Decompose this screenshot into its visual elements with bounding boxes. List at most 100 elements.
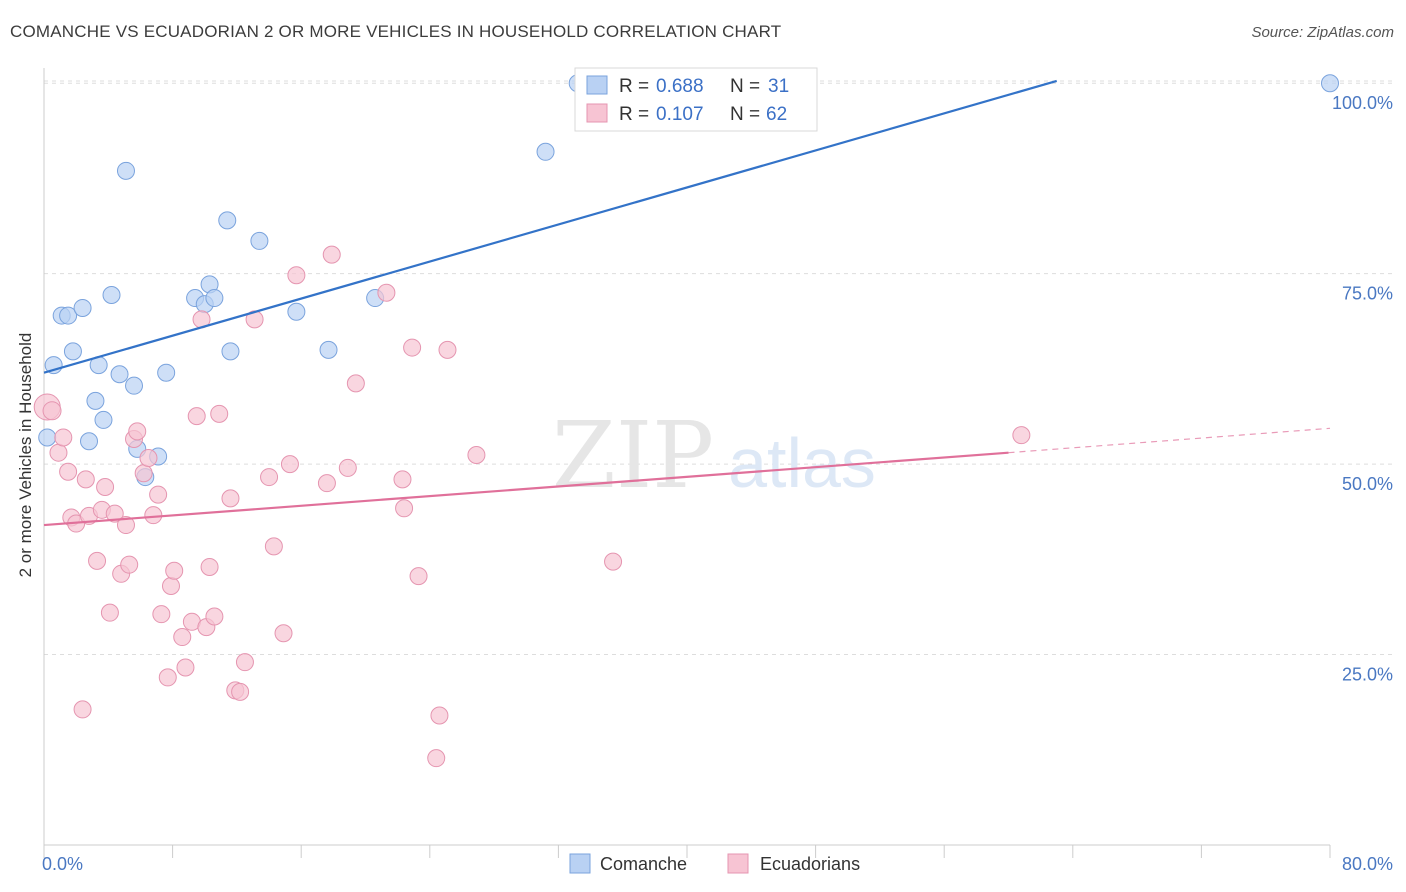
ecuadorian-point — [409, 567, 428, 586]
ecuadorian-point — [280, 455, 299, 474]
points-layer — [33, 74, 1339, 768]
ecuadorian-point — [120, 555, 139, 574]
ecuadorian-point — [152, 605, 171, 624]
stats-r-label-2: R = — [619, 104, 649, 125]
stats-n-value-1: 31 — [768, 76, 789, 97]
ecuadorian-point — [231, 682, 250, 701]
comanche-point — [116, 161, 135, 180]
ecuadorian-point — [161, 577, 180, 595]
comanche-point — [125, 376, 144, 395]
ecuadorian-point — [144, 506, 163, 525]
stats-n-label-2: N = — [730, 104, 760, 125]
watermark-atlas: atlas — [728, 424, 876, 502]
ecuadorian-point — [205, 607, 224, 626]
y-axis-label: 2 or more Vehicles in Household — [16, 332, 35, 578]
ecuadorian-point — [88, 551, 107, 570]
comanche-point — [221, 342, 240, 361]
ecuadorian-point — [604, 552, 623, 571]
chart-title: COMANCHE VS ECUADORIAN 2 OR MORE VEHICLE… — [10, 22, 782, 41]
stats-swatch-comanche — [586, 75, 608, 95]
stats-n-label-1: N = — [730, 76, 760, 97]
ecuadorian-point — [187, 407, 206, 426]
ecuadorian-point — [158, 668, 177, 687]
ecuadorian-point — [221, 489, 240, 508]
comanche-point — [102, 286, 121, 305]
y-tick-label: 50.0% — [1342, 474, 1393, 494]
ecuadorian-point — [134, 464, 153, 483]
ecuadorian-point — [100, 603, 119, 622]
comanche-point — [110, 365, 129, 384]
stats-legend: R = 0.688 N = 31 R = 0.107 N = 62 — [574, 67, 818, 132]
legend-swatch-comanche — [569, 853, 591, 874]
ecuadorian-point — [173, 628, 192, 647]
ecuadorian-point — [105, 504, 124, 523]
comanche-point — [250, 231, 269, 250]
ecuadorian-point — [346, 374, 365, 393]
comanche-point — [205, 289, 224, 308]
ecuadorian-point — [149, 485, 168, 504]
comanche-point — [59, 306, 78, 325]
ecuadorian-point — [338, 458, 357, 477]
ecuadorian-point — [210, 404, 229, 423]
ecuadorian-point — [42, 401, 62, 421]
ecuadorian-point — [322, 245, 341, 264]
ecuadorian-point — [317, 474, 336, 493]
ecuadorian-point — [73, 700, 92, 719]
comanche-point — [287, 302, 306, 321]
ecuadorian-point — [438, 340, 457, 359]
comanche-point — [86, 391, 105, 410]
ecuadorian-point — [245, 310, 264, 329]
legend-swatch-ecuadorians — [727, 853, 749, 874]
stats-n-value-2: 62 — [766, 104, 787, 125]
ecuadorian-point — [235, 653, 254, 672]
ecuadorian-point — [403, 338, 422, 357]
comanche-point — [218, 211, 237, 230]
comanche-point — [536, 142, 555, 161]
watermark: ZIP atlas — [552, 402, 876, 509]
ecuadorian-point — [1012, 426, 1031, 445]
y-tick-label: 25.0% — [1342, 665, 1393, 685]
axis-layer: 25.0% 50.0% 75.0% 100.0% 0.0% 80.0% — [42, 68, 1393, 874]
series-legend: Comanche Ecuadorians — [569, 853, 860, 874]
legend-label-comanche: Comanche — [600, 854, 687, 874]
stats-legend-box — [574, 67, 818, 132]
stats-r-label-1: R = — [619, 76, 649, 97]
legend-label-ecuadorians: Ecuadorians — [760, 854, 860, 874]
stats-r-value-2: 0.107 — [656, 104, 704, 125]
comanche-point — [1321, 74, 1339, 93]
watermark-zip: ZIP — [552, 402, 714, 509]
ecuadorian-point — [139, 449, 158, 468]
ecuadorian-point — [128, 422, 147, 441]
ecuadorian-point — [287, 266, 306, 285]
comanche-point — [80, 432, 99, 451]
ecuadorian-point — [165, 561, 184, 580]
comanche-trendline — [43, 79, 1058, 374]
ecuadorian-point — [176, 658, 195, 677]
y-tick-label: 100.0% — [1332, 93, 1393, 113]
comanche-point — [63, 342, 82, 361]
grid-layer — [44, 80, 1392, 656]
source-label: Source: ZipAtlas.com — [1251, 24, 1394, 41]
y-tick-label: 75.0% — [1342, 284, 1393, 304]
ecuadorian-point — [377, 283, 396, 302]
ecuadorian-point — [274, 624, 293, 643]
comanche-point — [157, 363, 176, 382]
ecuadorian-point — [200, 557, 219, 576]
ecuadorian-point — [54, 428, 73, 447]
ecuadorian-point — [264, 537, 283, 556]
ecuadorian-trendline — [43, 451, 1009, 527]
ecuadorian-point — [395, 499, 414, 518]
comanche-point — [73, 298, 92, 317]
comanche-point — [319, 340, 338, 359]
stats-r-value-1: 0.688 — [656, 76, 704, 97]
comanche-point — [38, 428, 57, 447]
ecuadorian-point — [260, 468, 279, 487]
x-tick-label-max: 80.0% — [1342, 854, 1393, 874]
ecuadorian-point — [49, 443, 68, 462]
ecuadorian-point — [467, 445, 486, 464]
stats-swatch-ecuadorians — [586, 103, 608, 123]
trend-layer — [43, 79, 1331, 527]
ecuadorian-point — [116, 516, 135, 535]
comanche-point — [94, 410, 113, 429]
